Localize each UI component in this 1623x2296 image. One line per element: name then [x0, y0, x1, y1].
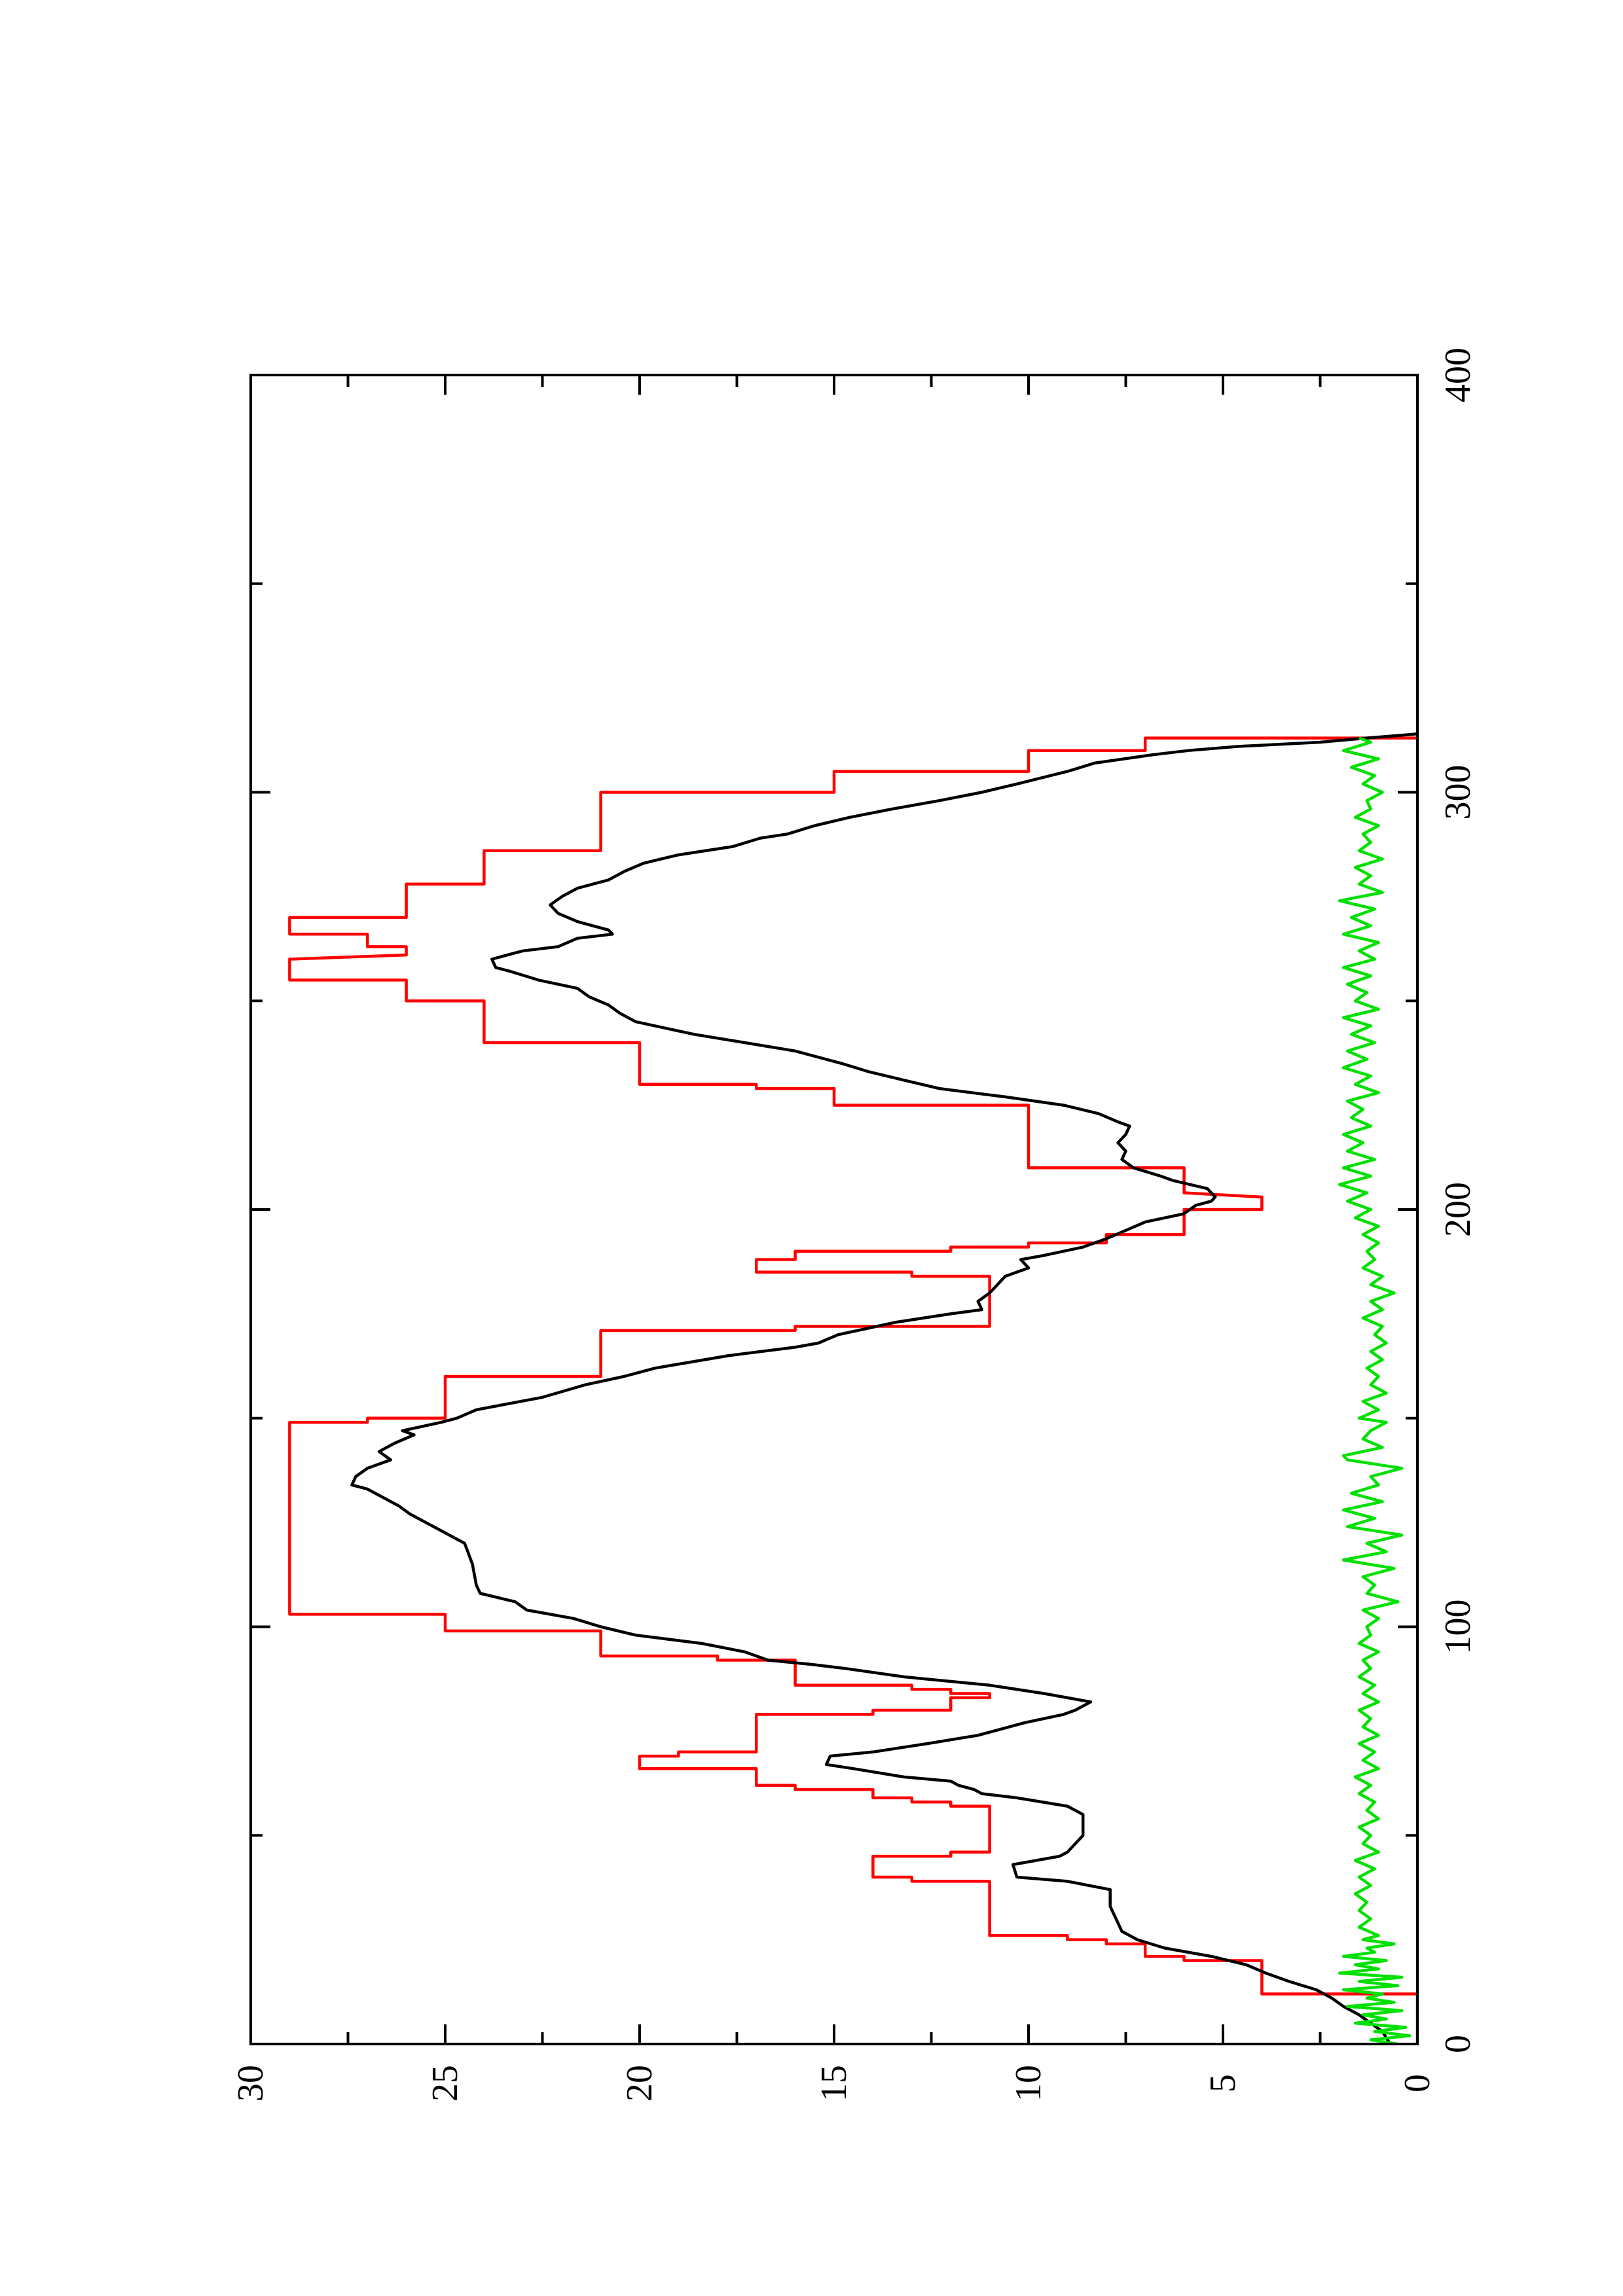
- y-tick-label: 20: [619, 2065, 660, 2102]
- y-tick-label: 30: [230, 2065, 271, 2102]
- y-tick-label: 10: [1008, 2065, 1049, 2102]
- y-tick-label: 5: [1203, 2074, 1243, 2092]
- axis-tick-labels: 0 100 200 300 400 0 5 10 15 20 25 30: [230, 348, 1478, 2102]
- plot-area: [288, 732, 1417, 2044]
- x-tick-label: 200: [1438, 1182, 1478, 1237]
- series-line-1: [288, 736, 1417, 2044]
- series-line-3: [1338, 736, 1412, 2044]
- x-tick-label: 400: [1438, 348, 1478, 403]
- y-tick-label: 15: [814, 2065, 854, 2102]
- y-tick-label: 25: [425, 2065, 465, 2102]
- x-tick-label: 0: [1438, 2035, 1478, 2053]
- x-tick-label: 100: [1438, 1600, 1478, 1655]
- x-tick-label: 300: [1438, 765, 1478, 820]
- y-tick-label: 0: [1397, 2074, 1438, 2092]
- axis-ticks: [249, 374, 1419, 2045]
- series-line-2: [350, 732, 1417, 2044]
